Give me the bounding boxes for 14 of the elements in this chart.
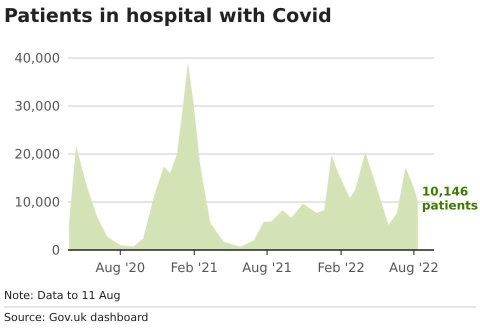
x-tick-label: Feb '21 [170,261,218,276]
y-tick-label: 30,000 [14,100,60,115]
annotation: 10,146 patients [422,184,478,212]
y-tick-label: 0 [52,244,60,259]
x-tick-label: Feb '22 [317,261,365,276]
x-tick-label: Aug '21 [242,261,292,276]
source-note: Source: Gov.uk dashboard [4,311,148,324]
y-tick-label: 10,000 [14,196,60,211]
x-tick-label: Aug '22 [389,261,439,276]
chart-title: Patients in hospital with Covid [4,5,332,27]
text: Note: Data to 11 Aug [4,289,121,302]
y-tick-label: 40,000 [14,52,60,67]
y-tick-label: 20,000 [14,148,60,163]
x-tick-label: Aug '20 [95,261,146,276]
